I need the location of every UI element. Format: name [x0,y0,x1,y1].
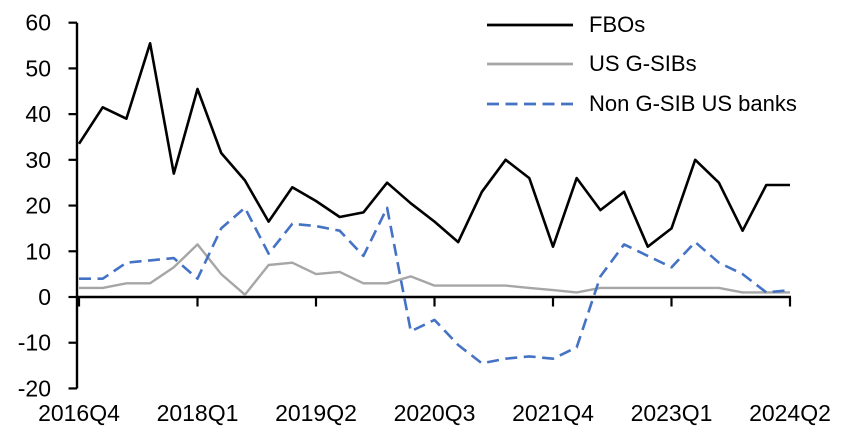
y-axis-tick-label: 50 [25,55,51,81]
y-axis-tick-label: 40 [25,101,51,127]
y-axis-tick-label: -20 [18,375,51,401]
legend-item-non-gsib: Non G-SIB US banks [487,84,797,124]
y-axis-tick-label: 20 [25,193,51,219]
y-axis-tick-label: 60 [25,10,51,36]
legend-line-fbos-icon [487,23,573,27]
series-line-us-g-sibs [79,243,790,296]
x-axis-tick-label: 2019Q2 [275,400,357,426]
legend: FBOs US G-SIBs Non G-SIB US banks [487,5,797,124]
legend-label-us-gsibs: US G-SIBs [589,51,697,77]
x-axis-tick-label: 2024Q2 [749,400,831,426]
series-line-fbos [77,41,790,248]
legend-label-fbos: FBOs [589,11,646,37]
x-axis-tick-label: 2020Q3 [394,400,476,426]
x-axis-tick-label: 2021Q4 [512,400,594,426]
y-axis-tick-label: 10 [25,238,51,264]
series-line-non-g-sib-us-banks [79,206,791,365]
legend-line-us-gsibs-icon [487,62,573,66]
x-axis-tick-label: 2018Q1 [157,400,239,426]
x-axis-tick-label: 2016Q4 [38,400,120,426]
y-axis-tick-label: 30 [25,147,51,173]
y-axis-tick-label: -10 [18,330,51,356]
legend-line-non-gsib-icon [487,102,573,106]
legend-item-fbos: FBOs [487,5,797,45]
x-axis-tick-label: 2023Q1 [631,400,713,426]
legend-label-non-gsib: Non G-SIB US banks [589,90,797,116]
y-axis-tick-label: 0 [38,284,51,310]
legend-item-us-gsibs: US G-SIBs [487,45,797,85]
